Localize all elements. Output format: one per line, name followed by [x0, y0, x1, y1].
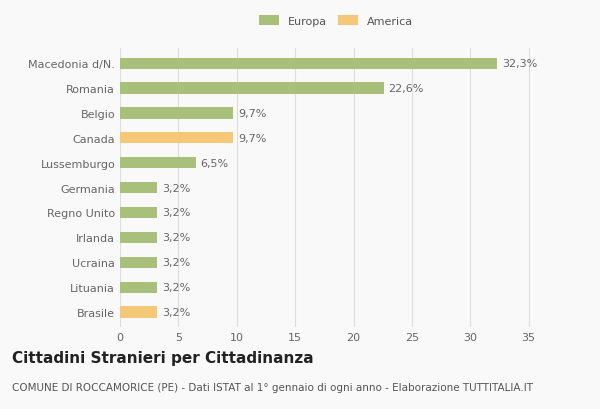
Bar: [120, 108, 233, 119]
Text: 3,2%: 3,2%: [162, 183, 190, 193]
Text: 9,7%: 9,7%: [238, 133, 266, 144]
Bar: [120, 207, 157, 218]
Text: 9,7%: 9,7%: [238, 109, 266, 119]
Legend: Europa, America: Europa, America: [259, 16, 413, 27]
Bar: [120, 158, 196, 169]
Text: 3,2%: 3,2%: [162, 233, 190, 243]
Bar: [120, 58, 497, 70]
Text: 32,3%: 32,3%: [502, 59, 537, 69]
Bar: [120, 182, 157, 194]
Text: 6,5%: 6,5%: [200, 158, 229, 168]
Text: 3,2%: 3,2%: [162, 208, 190, 218]
Text: COMUNE DI ROCCAMORICE (PE) - Dati ISTAT al 1° gennaio di ogni anno - Elaborazion: COMUNE DI ROCCAMORICE (PE) - Dati ISTAT …: [12, 382, 533, 392]
Text: Cittadini Stranieri per Cittadinanza: Cittadini Stranieri per Cittadinanza: [12, 350, 314, 365]
Bar: [120, 83, 384, 94]
Text: 3,2%: 3,2%: [162, 307, 190, 317]
Text: 3,2%: 3,2%: [162, 258, 190, 267]
Bar: [120, 307, 157, 318]
Text: 22,6%: 22,6%: [389, 84, 424, 94]
Bar: [120, 232, 157, 243]
Bar: [120, 133, 233, 144]
Bar: [120, 257, 157, 268]
Bar: [120, 282, 157, 293]
Text: 3,2%: 3,2%: [162, 283, 190, 292]
